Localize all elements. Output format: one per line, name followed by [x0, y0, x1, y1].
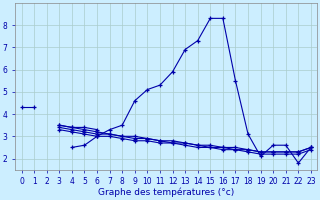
X-axis label: Graphe des températures (°c): Graphe des températures (°c): [98, 188, 234, 197]
